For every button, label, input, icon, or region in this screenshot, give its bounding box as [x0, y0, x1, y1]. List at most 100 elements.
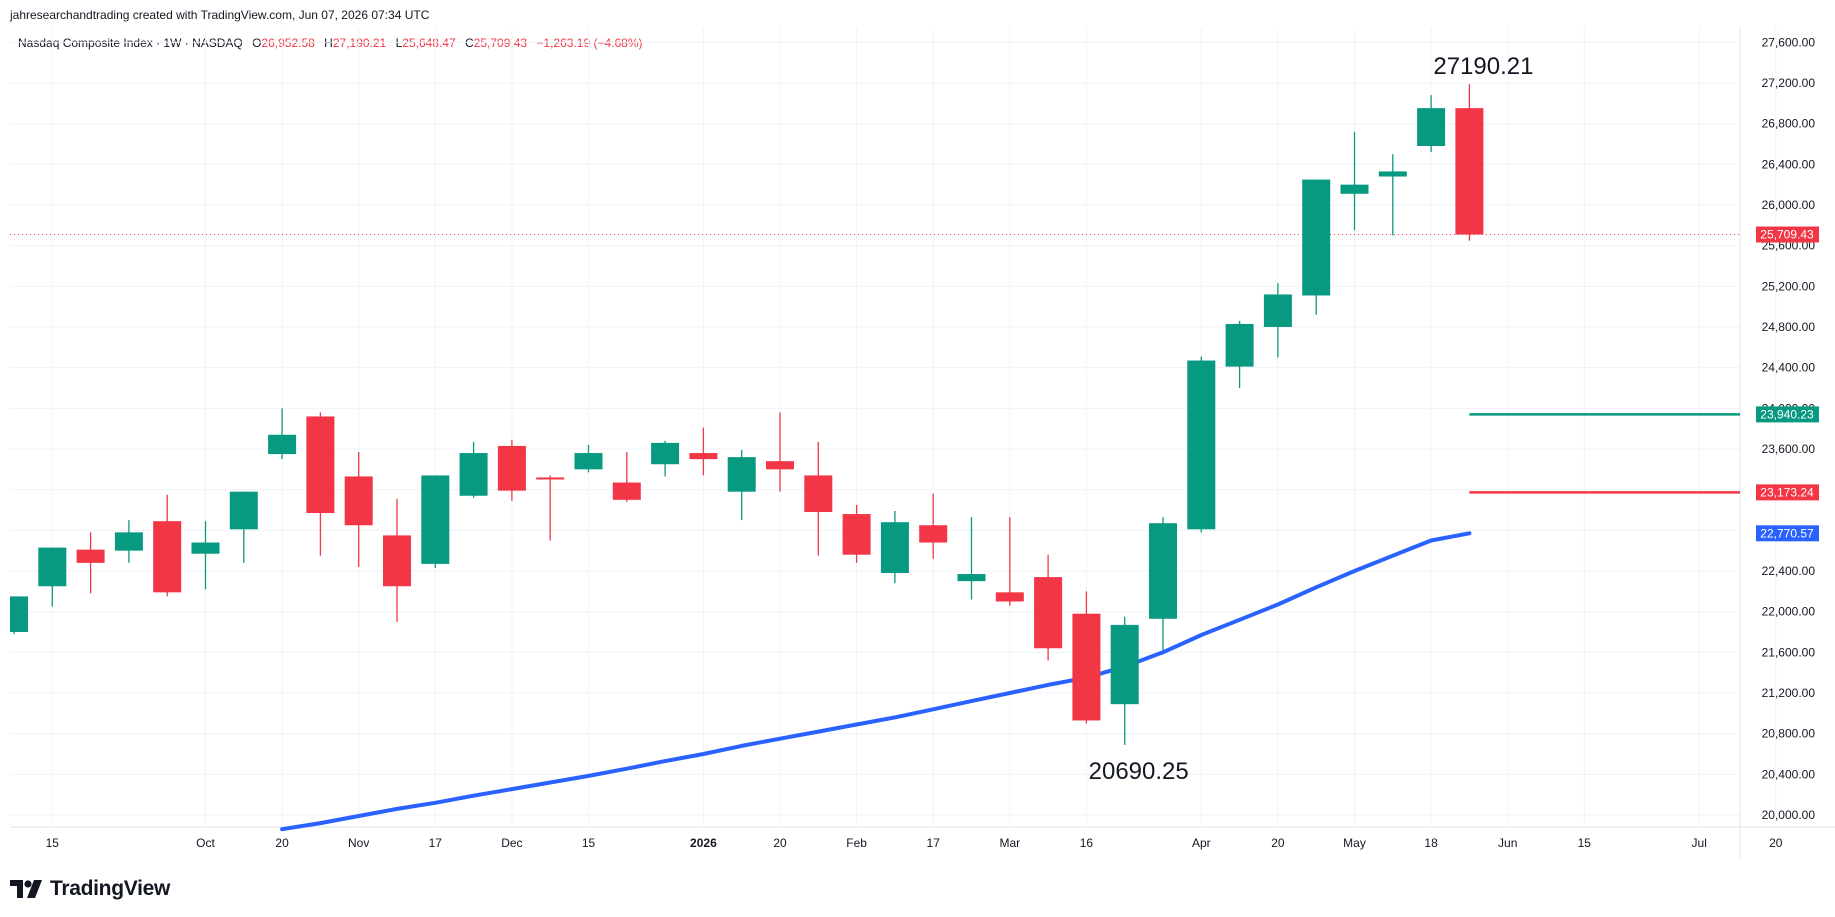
time-tick-label: 18 [1424, 836, 1438, 850]
time-tick-label: Nov [348, 836, 369, 850]
open-value: 26,952.58 [261, 36, 315, 50]
candle-body[interactable] [10, 596, 28, 632]
attribution-text: jahresearchandtrading created with Tradi… [10, 8, 430, 22]
candle-body[interactable] [612, 482, 641, 500]
candle-body[interactable] [497, 445, 526, 491]
candle-body[interactable] [1110, 624, 1139, 705]
price-tag-label: 25,709.43 [1760, 228, 1814, 242]
price-tag-label: 23,940.23 [1760, 407, 1814, 421]
moving-average-line[interactable] [280, 531, 1472, 832]
time-tick-label: 20 [275, 836, 289, 850]
price-tag [1756, 226, 1819, 243]
price-tick-label: 21,200.00 [1762, 686, 1816, 700]
candle-body[interactable] [1072, 613, 1101, 721]
candle-body[interactable] [804, 475, 833, 513]
candle-body[interactable] [1417, 108, 1446, 147]
time-tick-label: 17 [429, 836, 443, 850]
time-tick-label: Jul [1692, 836, 1707, 850]
candle-body[interactable] [421, 475, 450, 564]
candle-body[interactable] [727, 457, 756, 492]
candle-body[interactable] [1302, 179, 1331, 296]
time-tick-label: 17 [927, 836, 941, 850]
open-label: O [252, 36, 262, 50]
price-tick-label: 22,400.00 [1762, 564, 1816, 578]
low-value: 25,648.47 [402, 36, 456, 50]
close-value: 25,709.43 [473, 36, 528, 50]
logo-text: TradingView [50, 877, 171, 900]
price-tick-label: 27,200.00 [1762, 76, 1816, 90]
candle-body[interactable] [995, 592, 1024, 602]
time-tick-label: Dec [501, 836, 522, 850]
time-tick-label: Mar [999, 836, 1020, 850]
candle-body[interactable] [268, 434, 297, 455]
price-tick-label: 26,400.00 [1762, 157, 1816, 171]
candle-body[interactable] [919, 525, 948, 543]
candle-body[interactable] [766, 461, 794, 470]
price-tick-label: 26,000.00 [1762, 198, 1816, 212]
candle-body[interactable] [1340, 184, 1369, 194]
candle-body[interactable] [191, 542, 220, 554]
price-tick-label: 20,800.00 [1762, 727, 1816, 741]
candle-body[interactable] [114, 532, 143, 551]
candle-body[interactable] [880, 522, 909, 574]
price-tick-label: 25,200.00 [1762, 279, 1816, 293]
price-tag [1756, 525, 1819, 542]
time-tick-label: 15 [46, 836, 60, 850]
price-tick-label: 23,600.00 [1762, 442, 1816, 456]
time-tick-label: 15 [1578, 836, 1592, 850]
time-tick-label: Apr [1192, 836, 1211, 850]
candle-body[interactable] [1034, 577, 1063, 649]
time-tick-label: Jun [1498, 836, 1517, 850]
time-tick-label: Oct [196, 836, 215, 850]
price-tick-label: 20,400.00 [1762, 767, 1816, 781]
candle-body[interactable] [1455, 108, 1484, 235]
candle-body[interactable] [38, 547, 67, 587]
candle-body[interactable] [1225, 323, 1254, 367]
price-tag-label: 23,173.24 [1760, 485, 1814, 499]
time-tick-label: 20 [1271, 836, 1285, 850]
candle-body[interactable] [344, 476, 373, 526]
candle-body[interactable] [306, 416, 335, 514]
price-tick-label: 26,800.00 [1762, 117, 1816, 131]
tradingview-logo-icon [10, 880, 42, 898]
time-tick-label: 15 [582, 836, 596, 850]
candle-body[interactable] [957, 574, 986, 582]
price-tick-label: 24,400.00 [1762, 361, 1816, 375]
candle-body[interactable] [153, 521, 182, 593]
price-tag [1756, 406, 1819, 423]
price-tick-label: 20,000.00 [1762, 808, 1816, 822]
candle-body[interactable] [689, 453, 718, 460]
price-tick-label: 22,000.00 [1762, 605, 1816, 619]
tradingview-logo[interactable]: TradingView [10, 876, 170, 902]
high-label: H [324, 36, 333, 50]
candle-body[interactable] [651, 442, 680, 465]
candle-body[interactable] [574, 453, 603, 470]
candle-body[interactable] [1149, 523, 1177, 619]
price-tick-label: 27,600.00 [1762, 35, 1816, 49]
candle-body[interactable] [76, 549, 105, 563]
high-value: 27,190.21 [332, 36, 387, 50]
candle-body[interactable] [1187, 360, 1216, 530]
candle-body[interactable] [1263, 294, 1292, 327]
time-tick-label: 20 [1769, 836, 1783, 850]
candle-body[interactable] [383, 535, 411, 587]
time-tick-label: Feb [846, 836, 867, 850]
time-tick-label: May [1343, 836, 1366, 850]
candle-body[interactable] [536, 477, 565, 480]
price-tick-label: 21,600.00 [1762, 645, 1816, 659]
candle-body[interactable] [229, 491, 258, 530]
close-label: C [465, 36, 474, 50]
time-tick-label: 16 [1080, 836, 1094, 850]
change-value: −1,263.19 (−4.68%) [536, 36, 643, 50]
candle-body[interactable] [459, 453, 488, 496]
price-tag [1756, 484, 1819, 501]
symbol-label[interactable]: Nasdaq Composite Index · 1W · NASDAQ [18, 36, 243, 50]
candle-body[interactable] [842, 514, 871, 555]
price-annotation: 27190.21 [1433, 53, 1533, 80]
price-annotation: 20690.25 [1089, 758, 1189, 785]
ohlc-legend: Nasdaq Composite Index · 1W · NASDAQ O26… [18, 36, 648, 50]
candle-body[interactable] [1378, 171, 1407, 177]
time-tick-label: 20 [773, 836, 787, 850]
price-tick-label: 24,800.00 [1762, 320, 1816, 334]
